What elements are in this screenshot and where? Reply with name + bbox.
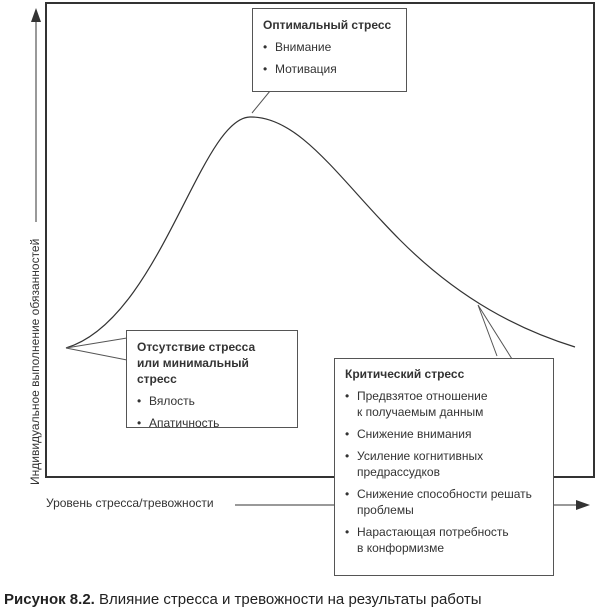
optimal-stress-title: Оптимальный стресс <box>263 18 392 32</box>
minimal-stress-title-line1: Отсутствие стресса <box>137 340 256 354</box>
figure-number: Рисунок 8.2. <box>4 591 95 608</box>
critical-stress-box: Критический стресс Предвзятое отношение … <box>334 358 554 576</box>
figure-caption: Рисунок 8.2. Влияние стресса и тревожнос… <box>4 591 482 608</box>
critical-item: Предвзятое отношение к получаемым данным <box>345 388 543 420</box>
critical-item-line: в конформизме <box>357 541 444 555</box>
critical-item-line: Усиление когнитивных <box>357 449 484 463</box>
critical-item: Усиление когнитивных предрассудков <box>345 448 543 480</box>
critical-item-line: Предвзятое отношение <box>357 389 488 403</box>
critical-item-line: Снижение внимания <box>357 427 472 441</box>
y-axis-arrowhead <box>31 8 41 22</box>
optimal-item: Внимание <box>263 39 396 55</box>
minimal-stress-box: Отсутствие стресса или минимальный стрес… <box>126 330 298 431</box>
minimal-stress-title-line2: или минимальный стресс <box>137 356 249 386</box>
minimal-item: Вялость <box>137 393 287 409</box>
critical-pointer <box>477 304 513 360</box>
optimal-pointer <box>251 90 280 114</box>
critical-item-line: к получаемым данным <box>357 405 484 419</box>
critical-item-line: Снижение способности решать <box>357 487 532 501</box>
optimal-stress-box: Оптимальный стресс Внимание Мотивация <box>252 8 407 92</box>
diagram-frame <box>45 2 595 478</box>
critical-item: Нарастающая потребность в конформизме <box>345 524 543 556</box>
critical-item: Снижение внимания <box>345 426 543 442</box>
critical-stress-title: Критический стресс <box>345 367 465 381</box>
x-axis-arrowhead <box>576 500 590 510</box>
critical-item-line: предрассудков <box>357 465 440 479</box>
critical-item: Снижение способности решать проблемы <box>345 486 543 518</box>
minimal-pointer <box>65 337 128 361</box>
figure-caption-text: Влияние стресса и тревожности на результ… <box>99 591 482 608</box>
critical-item-line: проблемы <box>357 503 414 517</box>
minimal-item: Апатичность <box>137 415 287 431</box>
y-axis-label: Индивидуальное выполнение обязанностей <box>28 238 42 485</box>
optimal-item: Мотивация <box>263 61 396 77</box>
critical-item-line: Нарастающая потребность <box>357 525 509 539</box>
performance-curve <box>65 116 576 349</box>
x-axis-label: Уровень стресса/тревожности <box>46 496 214 510</box>
